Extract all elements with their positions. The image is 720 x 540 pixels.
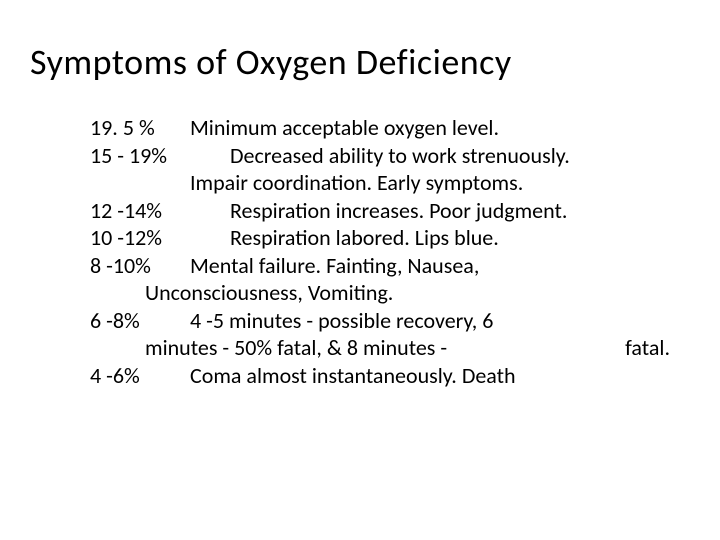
row-2b: Impair coordination. Early symptoms.	[90, 169, 680, 197]
desc-6b: minutes - 50% fatal, & 8 minutes -	[90, 334, 447, 362]
desc-6: 4 -5 minutes - possible recovery, 6	[190, 307, 493, 334]
row-7: 4 -6% Coma almost instantaneously. Death	[90, 362, 680, 390]
row-4: 10 -12% Respiration labored. Lips blue.	[90, 224, 680, 252]
row-2: 15 - 19% Decreased ability to work stren…	[90, 142, 680, 170]
desc-1: Minimum acceptable oxygen level.	[190, 114, 499, 141]
desc-2b: Impair coordination. Early symptoms.	[190, 169, 523, 196]
desc-2: Decreased ability to work strenuously.	[190, 142, 570, 169]
slide-title: Symptoms of Oxygen Deficiency	[30, 40, 690, 84]
percent-7: 4 -6%	[90, 362, 185, 390]
percent-1: 19. 5 %	[90, 114, 185, 142]
row-3: 12 -14% Respiration increases. Poor judg…	[90, 197, 680, 225]
percent-3: 12 -14%	[90, 197, 185, 225]
row-6: 6 -8% 4 -5 minutes - possible recovery, …	[90, 307, 680, 335]
row-5: 8 -10% Mental failure. Fainting, Nausea,	[90, 252, 680, 280]
desc-5: Mental failure. Fainting, Nausea,	[190, 252, 479, 279]
row-1: 19. 5 % Minimum acceptable oxygen level.	[90, 114, 680, 142]
content-block: 19. 5 % Minimum acceptable oxygen level.…	[30, 114, 690, 389]
row-6b: minutes - 50% fatal, & 8 minutes - fatal…	[90, 334, 680, 362]
desc-5b: Unconsciousness, Vomiting.	[145, 279, 393, 306]
percent-6: 6 -8%	[90, 307, 185, 335]
percent-5: 8 -10%	[90, 252, 185, 280]
desc-7: Coma almost instantaneously. Death	[190, 362, 516, 389]
row-5b: Unconsciousness, Vomiting.	[90, 279, 680, 307]
percent-4: 10 -12%	[90, 224, 185, 252]
desc-6-frag: fatal.	[625, 334, 670, 362]
desc-3: Respiration increases. Poor judgment.	[190, 197, 567, 224]
desc-4: Respiration labored. Lips blue.	[190, 224, 499, 251]
slide: Symptoms of Oxygen Deficiency 19. 5 % Mi…	[0, 0, 720, 540]
percent-2: 15 - 19%	[90, 142, 185, 170]
